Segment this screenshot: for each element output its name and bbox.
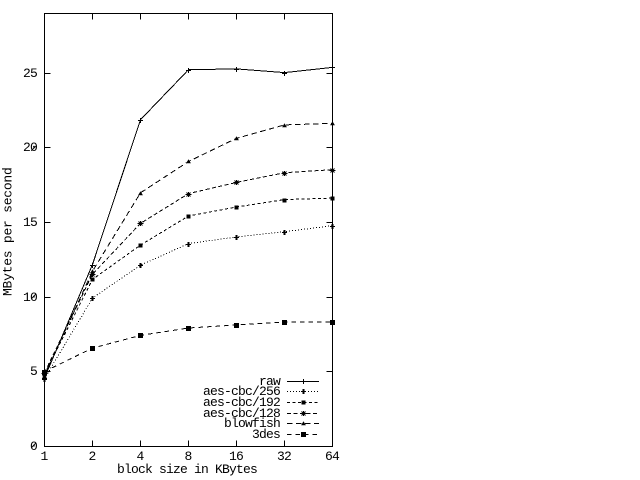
svg-text:20: 20 xyxy=(23,140,37,155)
svg-text:aes-cbc/128: aes-cbc/128 xyxy=(203,406,280,421)
svg-text:blowfish: blowfish xyxy=(224,416,280,431)
svg-text:MBytes per second: MBytes per second xyxy=(1,168,16,296)
svg-text:8: 8 xyxy=(184,449,191,464)
svg-text:64: 64 xyxy=(325,449,340,464)
svg-text:16: 16 xyxy=(229,449,243,464)
svg-text:15: 15 xyxy=(23,215,37,230)
svg-text:aes-cbc/256: aes-cbc/256 xyxy=(203,384,280,399)
svg-text:2: 2 xyxy=(88,449,95,464)
svg-text:raw: raw xyxy=(259,374,281,389)
svg-text:32: 32 xyxy=(277,449,291,464)
svg-text:aes-cbc/192: aes-cbc/192 xyxy=(203,395,280,410)
svg-text:25: 25 xyxy=(23,66,37,81)
svg-text:1: 1 xyxy=(40,449,48,464)
svg-text:block size in KBytes: block size in KBytes xyxy=(117,462,257,477)
svg-text:3des: 3des xyxy=(252,427,280,442)
svg-text:10: 10 xyxy=(23,290,37,305)
svg-text:4: 4 xyxy=(136,449,144,464)
svg-text:5: 5 xyxy=(30,364,37,379)
svg-text:0: 0 xyxy=(30,439,37,454)
